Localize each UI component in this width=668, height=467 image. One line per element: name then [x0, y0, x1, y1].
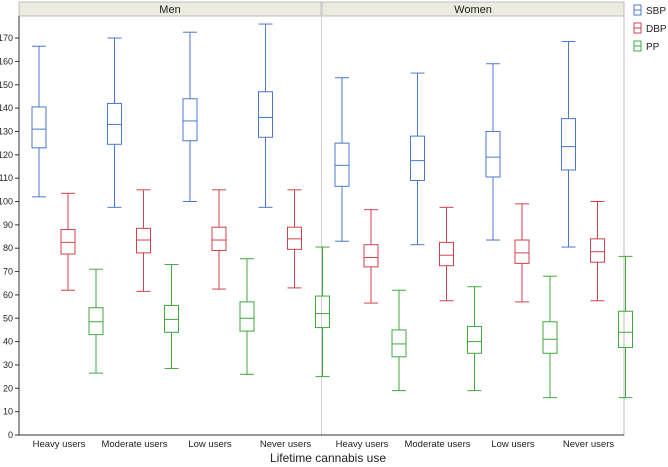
- legend-sbp-label: SBP: [646, 6, 666, 17]
- y-tick-label: 0: [8, 430, 13, 440]
- pp-box: [391, 329, 407, 358]
- x-tick-label: Heavy users: [33, 439, 86, 450]
- pp-box: [164, 304, 179, 333]
- pp-box: [618, 310, 633, 348]
- y-axis-ticks: 0 10 20 30 40 50 60 70 80 90 100 110 120 130 140 150 160…: [0, 33, 19, 440]
- dbp-box: [60, 229, 76, 255]
- x-tick-label: Moderate users: [101, 439, 167, 450]
- y-tick-label: 170: [0, 33, 13, 43]
- pp-box: [88, 307, 104, 336]
- y-tick-label: 10: [3, 407, 13, 417]
- x-tick-label: Moderate users: [404, 439, 470, 450]
- x-tick-label: Heavy users: [336, 439, 389, 450]
- dbp-box: [136, 227, 151, 254]
- sbp-box: [410, 135, 425, 181]
- panel-label-men: Men: [159, 4, 180, 16]
- x-tick-label: Low users: [491, 439, 535, 450]
- y-tick-label: 110: [0, 173, 13, 183]
- dbp-box: [287, 226, 302, 250]
- sbp-box: [107, 102, 122, 145]
- panel-label-women: Women: [454, 4, 492, 16]
- pp-box: [467, 325, 482, 354]
- y-tick-label: 140: [0, 103, 13, 113]
- dbp-box: [590, 238, 605, 263]
- sbp-box: [334, 142, 350, 187]
- y-tick-label: 130: [0, 126, 13, 136]
- y-tick-label: 20: [3, 383, 13, 393]
- legend: SBP DBP PP: [633, 4, 667, 53]
- y-tick-label: 80: [3, 243, 13, 253]
- pp-box: [542, 321, 558, 354]
- box-group: [31, 23, 633, 399]
- y-tick-label: 60: [3, 290, 13, 300]
- x-tick-label: Never users: [563, 439, 614, 450]
- y-tick-label: 90: [3, 220, 13, 230]
- dbp-box: [514, 239, 530, 264]
- x-axis-tick-labels: Heavy users Moderate users Low users Never …: [33, 439, 615, 450]
- x-axis-title: Lifetime cannabis use: [270, 451, 386, 465]
- y-tick-label: 160: [0, 56, 13, 66]
- legend-pp-label: PP: [646, 42, 660, 53]
- y-tick-label: 30: [3, 360, 13, 370]
- dbp-box: [363, 244, 379, 268]
- y-tick-label: 40: [3, 337, 13, 347]
- sbp-box: [182, 98, 198, 142]
- legend-dbp-label: DBP: [646, 24, 667, 35]
- dbp-box: [439, 241, 454, 267]
- y-tick-label: 150: [0, 80, 13, 90]
- pp-box: [315, 295, 330, 329]
- y-tick-label: 100: [0, 197, 13, 207]
- y-tick-label: 120: [0, 150, 13, 160]
- sbp-box: [561, 118, 576, 171]
- y-tick-label: 50: [3, 313, 13, 323]
- x-tick-label: Never users: [260, 439, 311, 450]
- dbp-box: [211, 226, 227, 252]
- x-tick-label: Low users: [188, 439, 232, 450]
- sbp-box: [258, 91, 273, 138]
- y-tick-label: 70: [3, 267, 13, 277]
- pp-box: [239, 301, 255, 332]
- sbp-box: [31, 106, 47, 149]
- sbp-box: [485, 130, 501, 178]
